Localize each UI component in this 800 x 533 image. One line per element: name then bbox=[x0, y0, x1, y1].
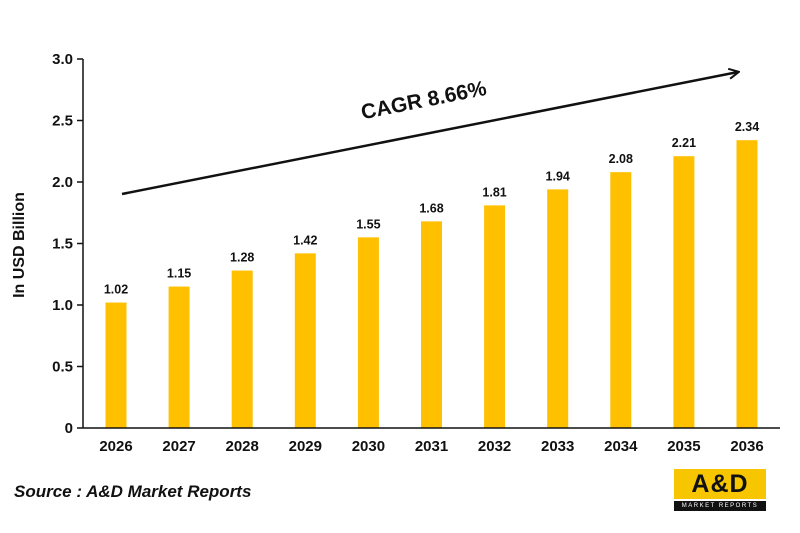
bar-2034 bbox=[610, 172, 632, 428]
bar-2029 bbox=[294, 253, 316, 428]
y-tick-label: 2.5 bbox=[52, 113, 73, 130]
data-label-2027: 1.15 bbox=[167, 267, 191, 281]
bar-2027 bbox=[168, 286, 190, 428]
x-tick-label-2027: 2027 bbox=[162, 438, 195, 455]
x-tick-label-2026: 2026 bbox=[99, 438, 132, 455]
y-tick-label: 1.5 bbox=[52, 236, 73, 253]
y-tick-label: 2.0 bbox=[52, 174, 73, 191]
bar-2026 bbox=[105, 302, 127, 428]
cagr-annotation: CAGR 8.66% bbox=[359, 77, 489, 124]
bar-2030 bbox=[357, 237, 379, 428]
y-tick-label: 0.5 bbox=[52, 359, 73, 376]
logo-main-text: A&D bbox=[674, 469, 766, 499]
x-tick-label-2028: 2028 bbox=[226, 438, 259, 455]
data-label-2031: 1.68 bbox=[419, 201, 443, 215]
logo-sub-text: MARKET REPORTS bbox=[674, 501, 766, 511]
cagr-arrow bbox=[121, 72, 738, 196]
data-label-2032: 1.81 bbox=[482, 185, 506, 199]
data-label-2035: 2.21 bbox=[672, 136, 696, 150]
data-label-2028: 1.28 bbox=[230, 251, 254, 265]
data-label-2033: 1.94 bbox=[546, 169, 570, 183]
y-tick-label: 3.0 bbox=[52, 51, 73, 68]
bar-2032 bbox=[484, 205, 506, 428]
x-tick-label-2033: 2033 bbox=[541, 438, 574, 455]
data-label-2036: 2.34 bbox=[735, 120, 759, 134]
bar-2031 bbox=[421, 221, 442, 428]
bar-2033 bbox=[547, 189, 569, 428]
source-note: Source : A&D Market Reports bbox=[14, 482, 252, 501]
bar-2035 bbox=[673, 156, 695, 429]
data-label-2026: 1.02 bbox=[104, 283, 128, 297]
x-tick-label-2031: 2031 bbox=[415, 438, 448, 455]
y-tick-label: 1.0 bbox=[52, 297, 73, 314]
x-tick-label-2036: 2036 bbox=[730, 438, 763, 455]
bar-2036 bbox=[736, 140, 758, 428]
bar-2028 bbox=[231, 270, 253, 428]
y-axis-label: In USD Billion bbox=[11, 192, 28, 298]
x-tick-label-2029: 2029 bbox=[289, 438, 322, 455]
x-tick-label-2032: 2032 bbox=[478, 438, 511, 455]
data-label-2029: 1.42 bbox=[293, 233, 317, 247]
data-label-2034: 2.08 bbox=[609, 152, 633, 166]
x-tick-label-2035: 2035 bbox=[667, 438, 700, 455]
brand-logo: A&D MARKET REPORTS bbox=[674, 469, 766, 511]
x-tick-label-2034: 2034 bbox=[604, 438, 638, 455]
data-label-2030: 1.55 bbox=[356, 217, 380, 231]
y-tick-label: 0 bbox=[65, 420, 73, 437]
x-tick-label-2030: 2030 bbox=[352, 438, 385, 455]
